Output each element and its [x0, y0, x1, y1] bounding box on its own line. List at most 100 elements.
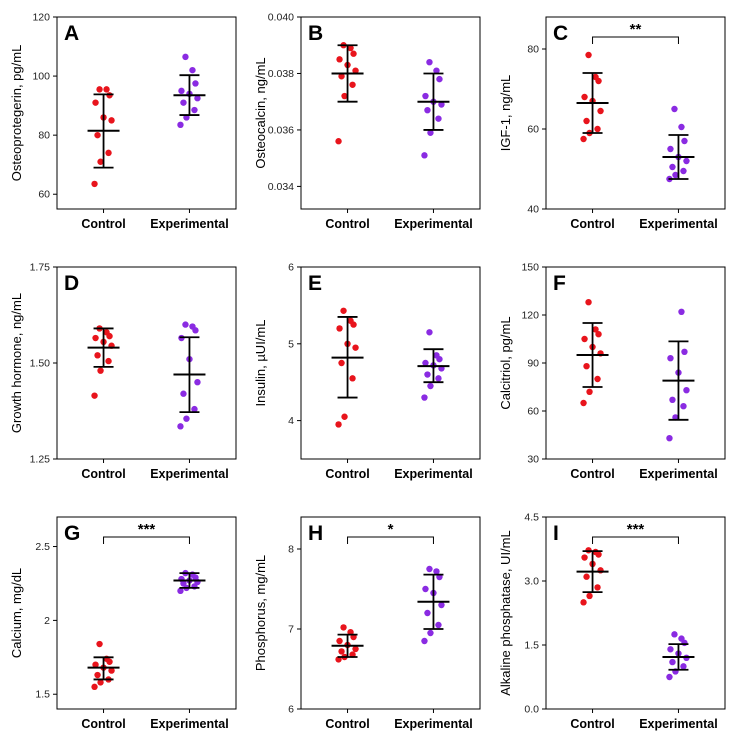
- data-point: [583, 363, 590, 370]
- data-point: [678, 308, 685, 315]
- data-point: [436, 75, 443, 83]
- data-point: [580, 135, 587, 143]
- y-tick-label: 100: [32, 71, 50, 83]
- x-tick-label: Control: [81, 217, 125, 231]
- data-point: [581, 93, 588, 101]
- data-point: [683, 387, 690, 394]
- significance-bracket: [347, 536, 434, 544]
- y-tick-label: 90: [527, 358, 539, 370]
- x-tick-label: Experimental: [394, 467, 473, 481]
- significance-label: **: [630, 21, 642, 38]
- significance-label: *: [388, 521, 394, 538]
- data-point: [108, 117, 115, 124]
- data-point: [183, 415, 190, 422]
- x-tick-label: Control: [570, 467, 614, 481]
- y-axis-label: Alkaline phosphatase, UI/mL: [498, 530, 513, 695]
- data-point: [594, 584, 601, 591]
- data-point: [191, 405, 198, 413]
- data-point: [94, 131, 101, 139]
- chart-panel-a: A 60 80 100 120 Osteoprotegerin, pg/mL Control…: [9, 12, 237, 231]
- data-point: [105, 149, 112, 157]
- y-tick-label: 120: [32, 12, 50, 24]
- x-tick-label: Control: [325, 217, 369, 231]
- data-point: [438, 601, 445, 609]
- data-point: [178, 87, 185, 95]
- x-tick-label: Control: [325, 467, 369, 481]
- data-point: [435, 375, 442, 382]
- y-tick-label: 0.040: [268, 12, 294, 24]
- x-tick-label: Experimental: [639, 217, 718, 231]
- x-tick-label: Control: [570, 217, 614, 231]
- data-point: [103, 86, 110, 93]
- chart-panel-g: G 1.5 2 2.5 Calcium, mg/dL Control Experimenta…: [9, 516, 237, 731]
- plot-frame: [56, 16, 237, 210]
- y-tick-label: 60: [38, 189, 50, 201]
- y-tick-label: 6: [288, 704, 294, 716]
- y-tick-label: 1.5: [524, 640, 539, 652]
- y-axis-label: Osteocalcin, ng/mL: [253, 57, 268, 168]
- data-point: [592, 326, 599, 333]
- data-point: [335, 421, 342, 428]
- data-point: [680, 167, 687, 175]
- y-tick-label: 150: [521, 262, 539, 274]
- data-point: [435, 621, 442, 629]
- y-tick-label: 80: [38, 130, 50, 142]
- panel-letter: F: [553, 272, 566, 295]
- plot-frame: [545, 16, 726, 210]
- x-tick-label: Experimental: [639, 717, 718, 731]
- data-point: [671, 105, 678, 113]
- data-point: [426, 329, 433, 336]
- data-point: [433, 352, 440, 359]
- data-point: [352, 645, 359, 653]
- panel-letter: B: [308, 22, 323, 45]
- data-point: [427, 629, 434, 637]
- y-axis-label: Growth hormone, ng/mL: [9, 293, 24, 433]
- plot-frame: [300, 266, 481, 460]
- data-point: [667, 646, 674, 653]
- data-point: [595, 331, 602, 338]
- plot-frame: [300, 16, 481, 210]
- y-tick-label: 0.034: [268, 181, 294, 193]
- panel-letter: E: [308, 272, 322, 295]
- data-point: [91, 392, 98, 399]
- data-point: [427, 129, 434, 136]
- y-tick-label: 6: [288, 262, 294, 274]
- y-tick-label: 1.25: [30, 454, 51, 466]
- y-tick-label: 30: [527, 454, 539, 466]
- data-point: [336, 637, 343, 645]
- data-point: [338, 359, 345, 367]
- y-tick-label: 7: [288, 624, 294, 636]
- y-tick-label: 120: [521, 310, 539, 322]
- data-point: [424, 609, 431, 617]
- y-tick-label: 0.038: [268, 68, 294, 80]
- data-point: [105, 357, 112, 365]
- data-point: [96, 86, 103, 93]
- chart-panel-d: D 1.25 1.50 1.75 Growth hormone, ng/mL Contro…: [9, 262, 237, 481]
- data-point: [191, 106, 198, 114]
- chart-panel-h: H 6 7 8 Phosphorus, mg/mL Control Experimental…: [253, 516, 481, 731]
- data-point: [426, 58, 433, 66]
- data-point: [350, 50, 357, 57]
- y-tick-label: 1.5: [35, 689, 50, 701]
- panel-letter: I: [553, 522, 559, 545]
- data-point: [340, 624, 347, 631]
- data-point: [669, 396, 676, 403]
- data-point: [678, 635, 685, 642]
- y-tick-label: 0.0: [524, 704, 539, 716]
- data-point: [421, 394, 428, 401]
- data-point: [669, 163, 676, 171]
- plot-frame: [545, 266, 726, 460]
- data-point: [433, 67, 440, 74]
- y-tick-label: 2: [44, 615, 50, 627]
- data-point: [421, 637, 428, 645]
- data-point: [338, 648, 345, 655]
- data-point: [583, 573, 590, 580]
- plot-frame: [56, 266, 237, 460]
- x-tick-label: Control: [81, 467, 125, 481]
- x-tick-label: Control: [325, 717, 369, 731]
- data-point: [194, 95, 201, 102]
- y-tick-label: 8: [288, 544, 294, 556]
- data-point: [180, 390, 187, 397]
- x-tick-label: Experimental: [394, 717, 473, 731]
- y-tick-label: 60: [527, 406, 539, 418]
